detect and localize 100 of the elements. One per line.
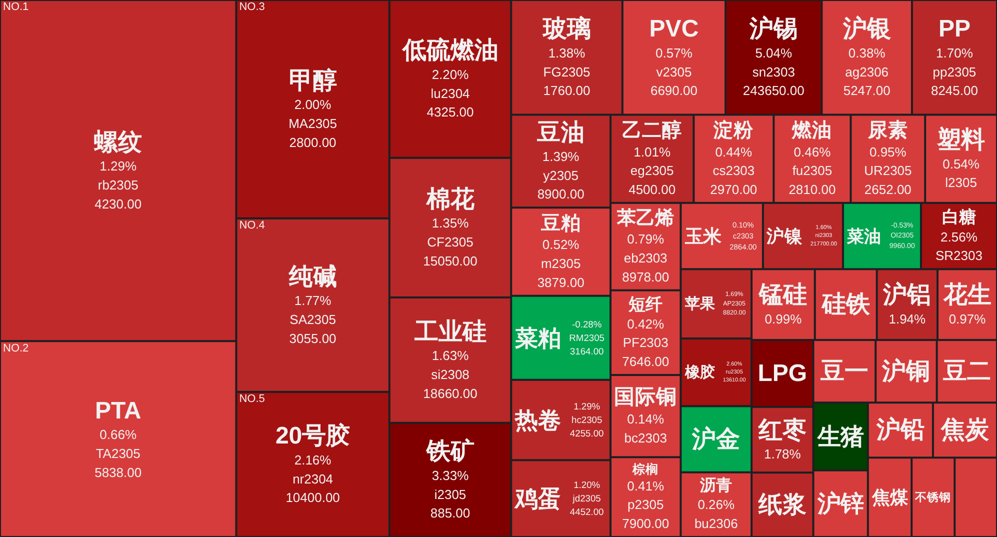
category-label: 不锈钢 [914,490,952,504]
data-label: 0.66% [100,427,137,442]
category-label: 沪金 [691,424,740,453]
category-label: 豆油 [536,118,585,146]
category-label: 沪镍 [766,226,804,246]
text: 3055.00 [289,330,336,346]
text: 5838.00 [94,464,142,480]
data-label: 0.44% [715,144,753,160]
data-label: 1.77% [294,293,332,308]
category-label: 苯乙烯 [616,206,674,229]
data-label: 1.20% [574,480,600,490]
category-label: 鸡蛋 [514,486,562,512]
category-label: 豆一 [819,358,868,385]
category-label: 花生 [942,282,992,309]
data-label: 0.46% [794,144,832,160]
annotation: NO.1 [3,1,29,14]
category-label: 甲醇 [288,67,337,94]
category-label: 玻璃 [542,16,591,43]
category-label: 焦煤 [870,487,909,508]
category-label: 铁矿 [425,438,474,466]
text: 2800.00 [289,134,336,150]
category-label: 沪锌 [816,490,864,517]
data-label: 1.78% [764,446,802,462]
category-label: 低硫燃油 [401,37,498,64]
data-label: 0.57% [656,45,693,60]
data-label: -0.28% [572,319,602,330]
category-label: 焦炭 [940,416,990,444]
data-label: 1.29% [100,158,137,174]
category-label: 豆粕 [540,212,581,234]
data-label: 0.95% [869,144,907,160]
data-label: 5.04% [755,45,793,60]
category-label: PVC [649,16,699,43]
data-label: 0.38% [848,45,886,60]
category-label: 热卷 [514,406,562,433]
category-label: 沥青 [699,476,732,494]
data-label: 0.41% [627,478,664,494]
category-label: 玉米 [684,226,722,247]
data-label: 0.42% [627,316,664,332]
category-label: 沪铜 [881,356,930,385]
data-label: 2.20% [432,66,470,82]
category-label: 棕榈 [632,461,659,476]
category-label: 沪铝 [882,280,932,309]
category-label: 沪锡 [748,14,798,43]
category-label: 锰硅 [758,282,808,309]
data-label: 2.16% [294,452,332,468]
text: 10400.00 [286,490,340,506]
data-label: 0.99% [764,311,802,326]
data-label: 0.14% [627,412,664,427]
data-label: 2.00% [294,97,332,112]
data-label: 1.70% [936,45,974,60]
text: SA2305 [290,312,336,328]
category-label: 白糖 [942,208,976,227]
data-label: 2.56% [940,229,978,244]
annotation: NO.3 [239,1,265,14]
category-label: 橡胶 [684,362,715,381]
data-label: 1.01% [634,144,671,160]
data-label: 0.79% [627,232,664,247]
annotation: NO.2 [3,342,29,354]
category-label: 20号胶 [275,422,350,450]
category-label: 乙二醇 [622,118,682,142]
category-label: LPG [758,360,808,387]
text: MA2305 [288,116,338,132]
category-label: PP [938,16,970,43]
category-label: 苹果 [684,295,716,312]
data-label: 1.63% [432,348,470,364]
text: 4230.00 [94,196,142,212]
annotation: NO.4 [239,220,265,232]
category-label: 硅铁 [820,291,871,318]
category-label: 尿素 [866,118,908,142]
data-label: 0.52% [542,237,580,252]
category-label: 红枣 [757,416,806,444]
data-label: 3.33% [432,468,470,483]
category-label: 豆二 [942,358,991,385]
category-label: 工业硅 [413,318,486,346]
category-label: 棉花 [425,186,474,213]
data-label: 1.94% [888,311,926,326]
annotation: NO.5 [239,393,265,406]
data-label: 1.29% [574,401,600,412]
category-label: 淀粉 [712,118,755,142]
category-label: 生猪 [816,423,864,450]
category-label: PTA [94,397,142,424]
category-label: 沪银 [842,14,892,43]
category-label: 短纤 [628,294,663,314]
category-label: 燃油 [791,120,832,142]
text: rb2305 [98,177,138,192]
category-label: 国际铜 [614,386,678,409]
data-label: 0.54% [942,156,980,172]
text: TA2305 [96,446,140,461]
data-label: 0.97% [948,311,986,326]
category-label: 菜粕 [514,324,562,351]
data-label: 0.26% [698,497,736,512]
data-label: 1.38% [548,45,586,60]
category-label: 纸浆 [757,491,806,518]
category-label: 沪铅 [875,416,924,444]
category-label: 菜油 [846,226,882,246]
category-label: 纯碱 [288,263,337,290]
category-label: 塑料 [936,125,986,154]
category-label: 螺纹 [93,128,142,156]
text: nr2304 [292,471,334,486]
data-label: 1.39% [542,148,580,164]
